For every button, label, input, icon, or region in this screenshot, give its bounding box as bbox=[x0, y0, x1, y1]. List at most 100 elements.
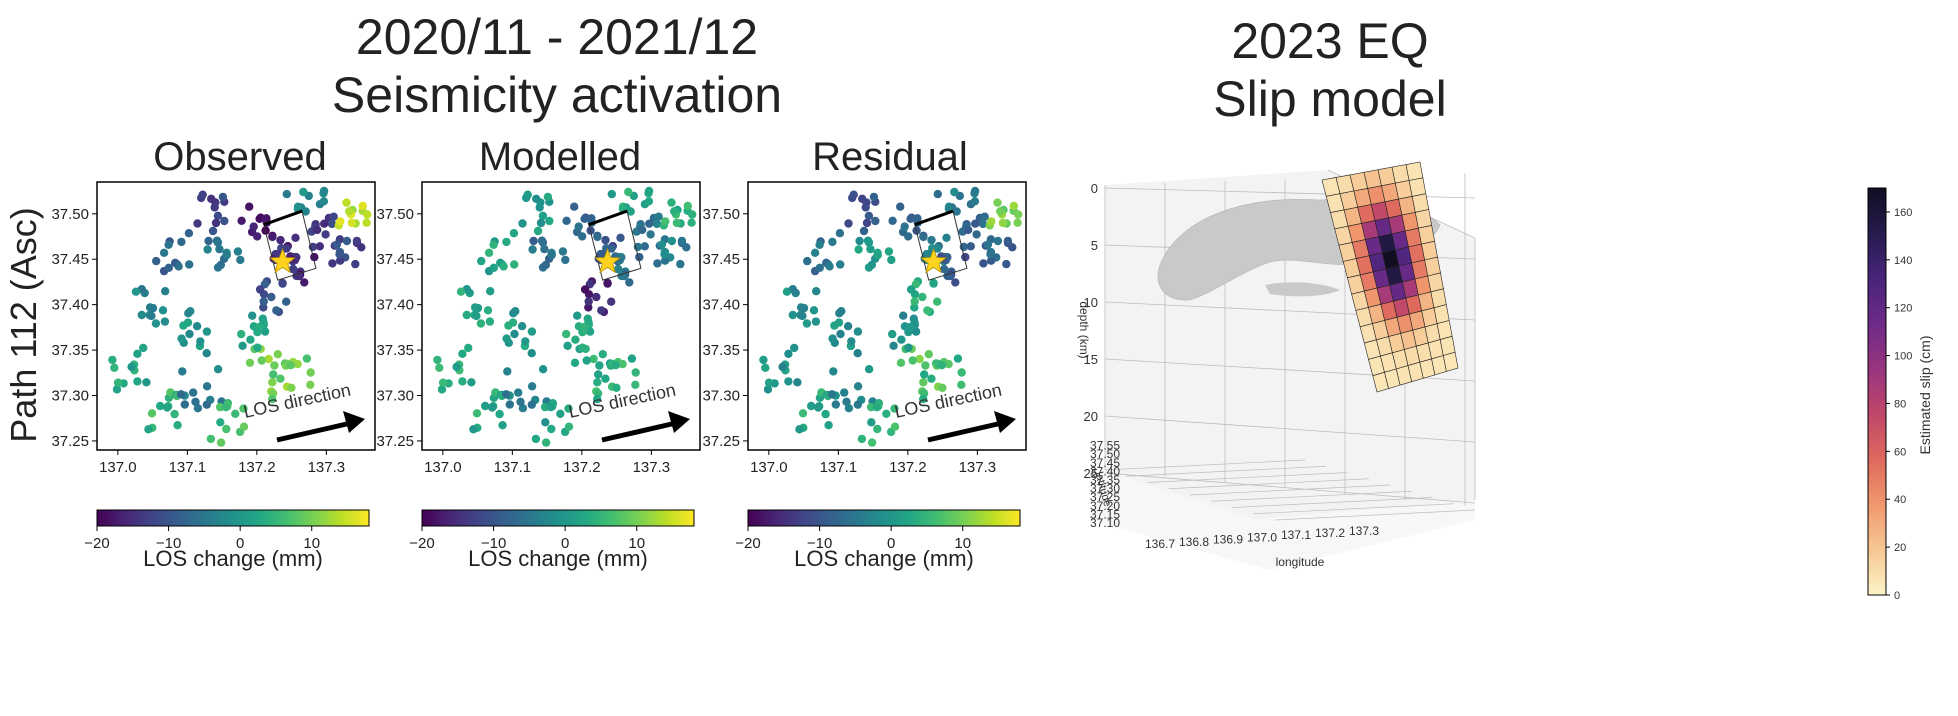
residual-epicenter-star bbox=[920, 247, 947, 274]
slip-depth-tick-label: 20 bbox=[1084, 409, 1098, 424]
slip-longitude-tick-label: 137.0 bbox=[1247, 530, 1277, 544]
modelled-data-point bbox=[631, 380, 640, 389]
observed-data-point bbox=[282, 244, 291, 253]
modelled-data-point bbox=[458, 349, 467, 358]
residual-data-point bbox=[971, 219, 980, 228]
modelled-data-point bbox=[538, 238, 548, 247]
residual-data-point bbox=[836, 329, 845, 339]
residual-data-point bbox=[834, 318, 844, 327]
modelled-fault-top-edge bbox=[588, 209, 628, 227]
modelled-data-point bbox=[469, 425, 478, 434]
residual-data-point bbox=[987, 217, 996, 226]
slip-floor-gridline bbox=[1274, 509, 1476, 521]
modelled-data-point bbox=[589, 354, 598, 364]
residual-data-point bbox=[904, 232, 913, 241]
modelled-data-point bbox=[527, 400, 536, 409]
observed-data-point bbox=[313, 225, 322, 235]
observed-data-point bbox=[231, 409, 240, 418]
residual-data-point bbox=[899, 311, 908, 320]
slip-depth-tick-label: 15 bbox=[1084, 352, 1098, 367]
observed-data-point bbox=[328, 259, 337, 268]
observed-data-point bbox=[208, 226, 218, 236]
residual-data-point bbox=[937, 361, 946, 370]
observed-data-point bbox=[177, 334, 186, 343]
residual-data-point bbox=[996, 207, 1005, 216]
modelled-ytick-label: 37.45 bbox=[376, 251, 414, 268]
modelled-data-point bbox=[660, 250, 669, 259]
modelled-data-point bbox=[556, 409, 565, 418]
observed-data-point bbox=[237, 216, 246, 225]
observed-data-point bbox=[147, 409, 157, 418]
slip-colorbar-tick-label: 140 bbox=[1894, 255, 1912, 267]
residual-data-point bbox=[1013, 218, 1022, 227]
observed-data-point bbox=[133, 377, 142, 386]
modelled-data-point bbox=[529, 236, 538, 246]
residual-data-point bbox=[828, 237, 837, 247]
residual-data-point bbox=[938, 383, 947, 392]
residual-data-point bbox=[986, 256, 996, 265]
modelled-data-point bbox=[540, 402, 550, 412]
slip-colorbar-tick-label: 160 bbox=[1894, 207, 1912, 219]
residual-data-point bbox=[793, 378, 802, 387]
residual-data-point bbox=[836, 260, 845, 269]
observed-data-point bbox=[293, 359, 302, 369]
observed-data-point bbox=[159, 248, 169, 257]
modelled-data-point bbox=[489, 263, 498, 272]
observed-data-point bbox=[287, 383, 296, 392]
modelled-colorbar-label: LOS change (mm) bbox=[468, 546, 648, 571]
modelled-data-point bbox=[509, 309, 518, 318]
residual-data-point bbox=[811, 317, 821, 326]
modelled-data-point bbox=[564, 404, 573, 413]
residual-data-point bbox=[855, 236, 864, 246]
modelled-data-point bbox=[523, 190, 532, 199]
right-title-line1: 2023 EQ bbox=[1231, 13, 1428, 69]
observed-data-point bbox=[206, 434, 216, 444]
residual-data-point bbox=[979, 259, 988, 268]
modelled-data-point bbox=[528, 245, 537, 254]
observed-data-point bbox=[127, 362, 136, 372]
residual-data-point bbox=[998, 218, 1008, 228]
modelled-data-point bbox=[527, 327, 537, 336]
modelled-data-point bbox=[464, 343, 473, 353]
residual-los-arrow-head bbox=[994, 411, 1016, 433]
observed-data-point bbox=[220, 216, 229, 226]
modelled-data-point bbox=[672, 218, 682, 228]
residual-data-point bbox=[812, 287, 821, 296]
modelled-data-point bbox=[508, 318, 518, 327]
modelled-data-point bbox=[638, 225, 647, 235]
slip-colorbar-tick-label: 80 bbox=[1894, 398, 1906, 410]
residual-data-point bbox=[923, 306, 932, 315]
slip-floor-gridline bbox=[1232, 497, 1433, 508]
slip-longitude-tick-label: 137.3 bbox=[1349, 524, 1379, 538]
residual-data-point bbox=[784, 349, 793, 358]
observed-data-point bbox=[248, 311, 257, 320]
residual-data-point bbox=[784, 377, 793, 386]
modelled-data-point bbox=[532, 194, 541, 203]
observed-ytick-label: 37.45 bbox=[51, 251, 89, 268]
residual-data-point bbox=[900, 222, 909, 231]
residual-data-point bbox=[866, 244, 875, 254]
observed-data-point bbox=[320, 219, 329, 228]
residual-data-point bbox=[815, 263, 824, 272]
modelled-data-point bbox=[607, 297, 616, 306]
slip-latitude-tick-label: 37.15 bbox=[1090, 507, 1120, 521]
observed-data-point bbox=[291, 233, 300, 242]
observed-data-point bbox=[347, 218, 357, 228]
observed-data-point bbox=[112, 385, 122, 394]
residual-data-point bbox=[853, 382, 863, 391]
slip-longitude-tick-label: 136.8 bbox=[1179, 535, 1209, 549]
observed-data-point bbox=[262, 214, 271, 223]
residual-data-point bbox=[849, 190, 858, 199]
modelled-data-point bbox=[592, 292, 601, 302]
modelled-data-point bbox=[437, 385, 447, 394]
slip-depth-tick-label: 0 bbox=[1091, 181, 1098, 196]
residual-data-point bbox=[803, 256, 812, 266]
observed-data-point bbox=[332, 240, 342, 249]
observed-data-point bbox=[184, 309, 193, 318]
observed-data-point bbox=[253, 343, 262, 352]
residual-data-point bbox=[814, 403, 823, 412]
modelled-data-point bbox=[535, 203, 544, 212]
residual-data-point bbox=[867, 418, 876, 427]
residual-data-point bbox=[1002, 259, 1011, 269]
